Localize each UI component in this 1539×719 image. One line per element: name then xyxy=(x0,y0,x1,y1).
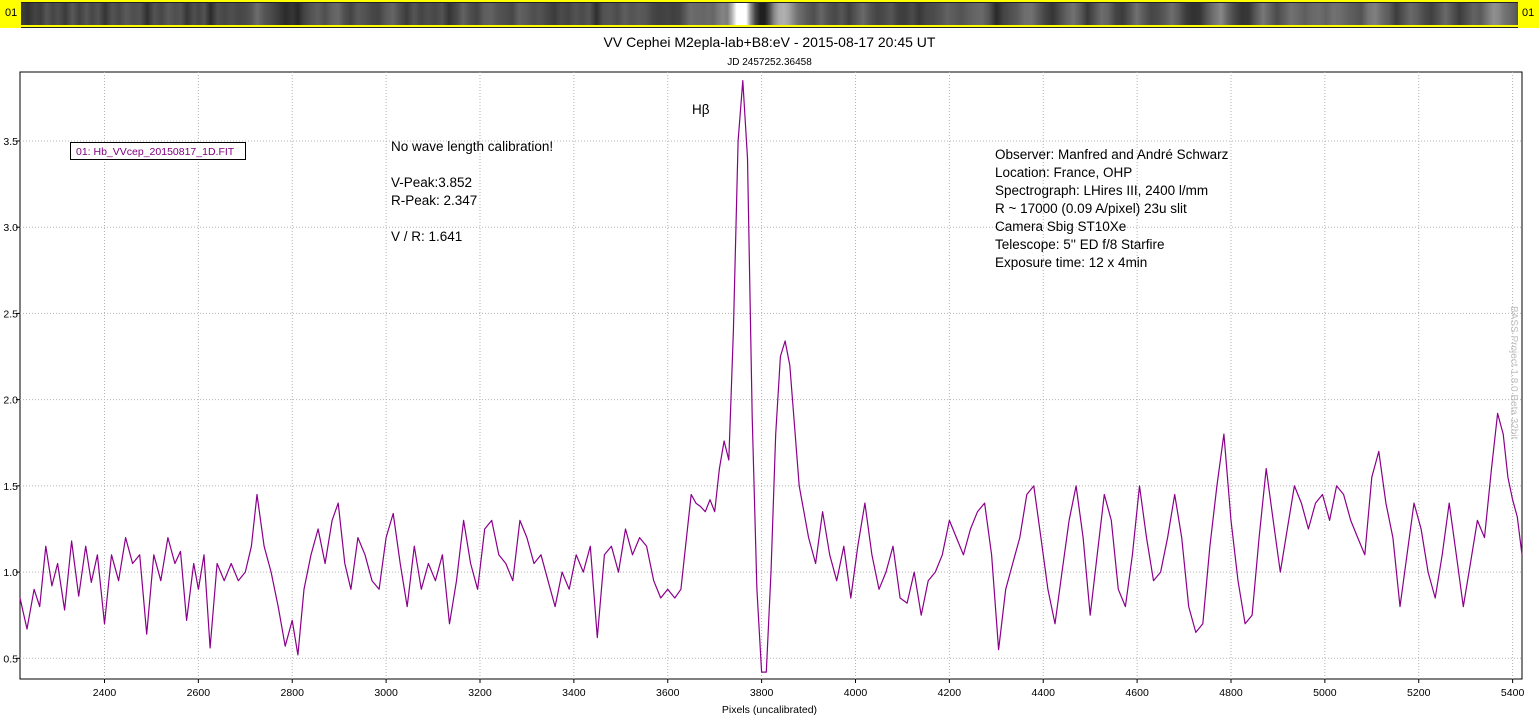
y-tick-label: 1.5 xyxy=(3,481,18,493)
observer-label: Observer: Manfred and André Schwarz xyxy=(995,147,1229,162)
x-tick-label: 4600 xyxy=(1125,687,1149,699)
spectrum-strip-svg xyxy=(21,3,1518,25)
chart-title: VV Cephei M2epla-lab+B8:eV - 2015-08-17 … xyxy=(603,34,936,50)
x-tick-label: 3600 xyxy=(656,687,680,699)
x-tick-label: 3000 xyxy=(374,687,398,699)
x-tick-label: 5000 xyxy=(1313,687,1337,699)
y-tick-label: 3.0 xyxy=(3,222,18,234)
legend-entry: 01: Hb_VVcep_20150817_1D.FIT xyxy=(70,142,246,160)
tick-layer: 2400 2600 2800 3000 3200 3400 3600 3800 4000 4200… xyxy=(3,136,1524,699)
y-tick-label: 2.0 xyxy=(3,395,18,407)
r-peak-label: R-Peak: 2.347 xyxy=(391,193,478,208)
spectrograph-label: Spectrograph: LHires III, 2400 l/mm xyxy=(995,183,1209,198)
x-tick-label: 2800 xyxy=(281,687,305,699)
chart-subtitle: JD 2457252.36458 xyxy=(727,57,812,68)
spectrum-strip-image xyxy=(21,2,1518,28)
strip-left-label: 01 xyxy=(5,7,18,19)
exposure-label: Exposure time: 12 x 4min xyxy=(995,255,1148,270)
hbeta-label: Hβ xyxy=(692,102,710,117)
y-tick-label: 0.5 xyxy=(3,653,18,665)
x-tick-label: 4800 xyxy=(1219,687,1243,699)
telescope-label: Telescope: 5'' ED f/8 Starfire xyxy=(995,237,1165,252)
x-tick-label: 5400 xyxy=(1501,687,1525,699)
y-tick-label: 2.5 xyxy=(3,308,18,320)
x-tick-label: 3200 xyxy=(468,687,492,699)
x-tick-label: 2600 xyxy=(187,687,211,699)
calibration-note: No wave length calibration! xyxy=(391,139,554,154)
v-peak-label: V-Peak:3.852 xyxy=(391,175,473,190)
version-watermark: BASS Project 1.8.0 Beta 32bit xyxy=(1508,306,1519,440)
plot-frame xyxy=(19,71,1523,680)
x-axis-label: Pixels (uncalibrated) xyxy=(721,704,818,716)
location-label: Location: France, OHP xyxy=(995,165,1133,180)
y-tick-label: 1.0 xyxy=(3,567,18,579)
series-layer xyxy=(19,80,1523,673)
resolution-label: R ~ 17000 (0.09 A/pixel) 23u slit xyxy=(995,201,1187,216)
strip-gradient-fill xyxy=(21,3,1518,25)
x-tick-label: 2400 xyxy=(93,687,117,699)
grid-layer xyxy=(20,72,1522,679)
x-tick-label: 3800 xyxy=(750,687,774,699)
x-tick-label: 5200 xyxy=(1407,687,1431,699)
y-tick-label: 3.5 xyxy=(3,136,18,148)
x-tick-label: 4400 xyxy=(1032,687,1056,699)
strip-right-label: 01 xyxy=(1522,7,1535,19)
x-tick-label: 3400 xyxy=(562,687,586,699)
vr-ratio-label: V / R: 1.641 xyxy=(391,229,463,244)
camera-label: Camera Sbig ST10Xe xyxy=(995,219,1127,234)
spectrum-series-line xyxy=(19,80,1523,673)
x-tick-label: 4000 xyxy=(844,687,868,699)
x-tick-label: 4200 xyxy=(938,687,962,699)
